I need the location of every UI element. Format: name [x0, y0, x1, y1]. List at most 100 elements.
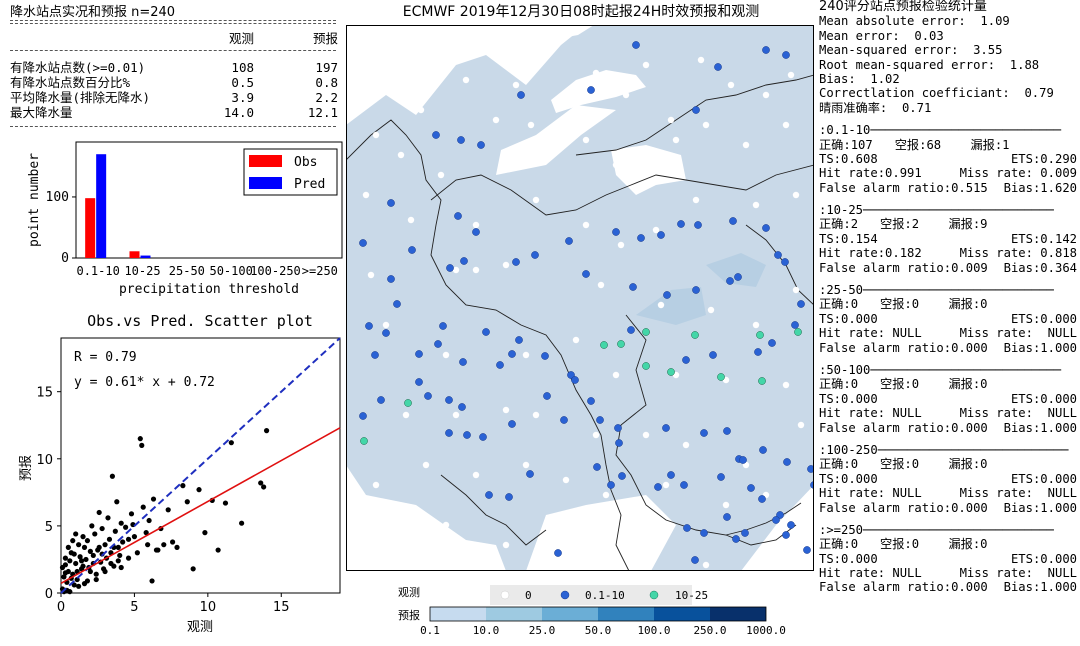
obs-cat-2-marker	[649, 590, 659, 600]
threshold-far-bias-part: False alarm ratio:0.000	[819, 420, 988, 435]
threshold-block: :100-250────────────────────────── 正确:0 空…	[819, 435, 1077, 515]
station-marker-light	[365, 322, 373, 330]
station-marker-dry	[752, 321, 760, 329]
scatter-point	[215, 547, 221, 553]
station-marker-dry	[512, 81, 520, 89]
scatter-point	[71, 551, 77, 557]
col-pred-header: 预报	[312, 31, 338, 46]
threshold-header-part: :100-250──────────────────────────	[819, 442, 1069, 457]
dry-region	[551, 70, 646, 113]
station-marker-light	[734, 273, 742, 281]
station-marker-dry	[372, 131, 380, 139]
station-marker-dry	[382, 321, 390, 329]
station-marker-light	[393, 300, 401, 308]
station-marker-light	[560, 416, 568, 424]
pred-value: 0.8	[315, 75, 338, 90]
threshold-header: :100-250──────────────────────────	[819, 443, 1077, 457]
scatter-y-tick-label: 10	[36, 453, 53, 468]
threshold-header-part: :10-25──────────────────────────	[819, 203, 1054, 218]
station-marker-dry	[472, 266, 480, 274]
obs-cat-1-marker	[560, 590, 570, 600]
scatter-point	[228, 440, 234, 446]
obs-value: 0.5	[231, 75, 254, 90]
colorbar-tick-label: 25.0	[529, 624, 556, 637]
legend-obs-swatch	[249, 155, 282, 167]
station-marker-dry	[692, 196, 700, 204]
scatter-point	[80, 563, 86, 569]
scatter-point	[102, 542, 108, 548]
station-marker-light	[662, 424, 670, 432]
threshold-hit-miss: Hit rate: NULL Miss rate: NULL	[819, 326, 1077, 340]
station-marker-light	[517, 91, 525, 99]
threshold-far-bias-part: False alarm ratio:0.515	[819, 180, 988, 195]
colorbar-tick-label: 50.0	[585, 624, 612, 637]
threshold-block: :0.1-10────────────────────────── 正确:107 …	[819, 115, 1077, 195]
scatter-point	[62, 555, 69, 561]
station-marker-light	[496, 361, 504, 369]
station-marker-light	[454, 212, 462, 220]
station-marker-light	[691, 556, 699, 564]
threshold-hit-miss-part: Hit rate: NULL	[819, 566, 922, 581]
station-marker-dry	[532, 411, 540, 419]
station-marker-light	[515, 336, 523, 344]
station-marker-light	[700, 429, 708, 437]
scatter-point	[93, 576, 99, 583]
scatter-x-tick-label: 10	[200, 600, 217, 615]
station-marker-moderate	[617, 340, 625, 348]
station-marker-dry	[592, 431, 600, 439]
scatter-point	[239, 520, 245, 526]
station-marker-light	[667, 471, 675, 479]
colorbar-segment	[430, 607, 486, 621]
threshold-block: :25-50────────────────────────── 正确:0 空报:…	[819, 275, 1077, 355]
threshold-header-part: :0.1-10──────────────────────────	[819, 123, 1062, 138]
scatter-point	[190, 566, 196, 572]
station-marker-light	[479, 433, 487, 441]
station-marker-light	[694, 221, 702, 229]
colorbar-tick-label: 0.1	[420, 624, 440, 637]
threshold-far-bias-part: False alarm ratio:0.000	[819, 580, 988, 595]
scatter-point	[140, 504, 146, 510]
obs-cat-0-label: 0	[525, 589, 532, 602]
scatter-point	[109, 473, 115, 479]
station-marker-light	[723, 427, 731, 435]
station-marker-light	[637, 234, 645, 242]
station-marker-dry	[792, 286, 800, 294]
station-marker-light	[485, 491, 493, 499]
legend-pred-label: Pred	[294, 177, 325, 192]
colorbar-tick-label: 100.0	[637, 624, 670, 637]
station-marker-dry	[722, 501, 730, 509]
station-marker-dry	[622, 91, 630, 99]
station-marker-dry	[597, 281, 605, 289]
threshold-hit-miss-part: Miss rate: NULL	[959, 566, 1077, 581]
station-marker-moderate	[794, 328, 802, 336]
station-marker-dry	[727, 81, 735, 89]
station-marker-light	[382, 329, 390, 337]
threshold-ts-ets-part: ETS:0.000	[1010, 471, 1077, 486]
threshold-ts-ets-part: ETS:0.142	[1010, 231, 1077, 246]
divider	[10, 126, 336, 127]
threshold-header-part: :25-50──────────────────────────	[819, 283, 1054, 298]
station-marker-light	[531, 251, 539, 259]
scatter-point	[149, 578, 155, 584]
station-marker-light	[754, 348, 762, 356]
stat-line: Mean-squared error: 3.55	[819, 43, 1003, 58]
threshold-far-bias-part: Bias:1.000	[1003, 500, 1077, 515]
scatter-point	[150, 496, 157, 502]
scatter-x-tick-label: 5	[130, 600, 138, 615]
station-marker-dry	[372, 481, 380, 489]
colorbar-tick-label: 1000.0	[746, 624, 786, 637]
scatter-point	[71, 582, 77, 588]
station-marker-moderate	[404, 399, 412, 407]
station-marker-dry	[642, 61, 650, 69]
scatter-point	[77, 554, 83, 560]
station-marker-light	[723, 513, 731, 521]
scatter-fit-annotation: y = 0.61* x + 0.72	[74, 375, 215, 390]
colorbar-segment	[542, 607, 598, 621]
station-marker-light	[472, 228, 480, 236]
threshold-contingency-part: 正确:0 空报:0 漏报:0	[819, 537, 988, 552]
scatter-x-tick-label: 15	[273, 600, 290, 615]
station-marker-dry	[702, 561, 710, 569]
stat-line: Mean absolute error: 1.09	[819, 14, 1010, 29]
scatter-point	[196, 487, 202, 493]
map-title-area: ECMWF 2019年12月30日08时起报24H时效预报和观测	[403, 4, 759, 20]
